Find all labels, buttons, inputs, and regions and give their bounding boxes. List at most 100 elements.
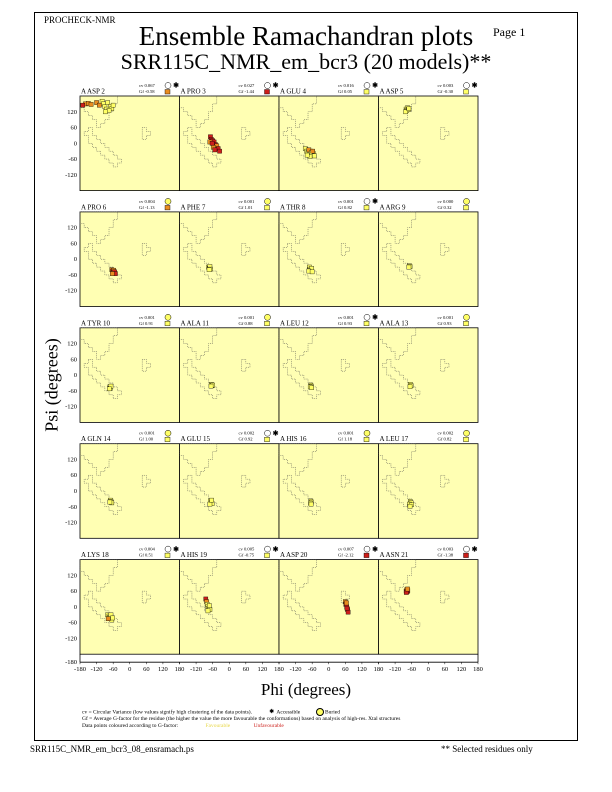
gf-colour-swatch (463, 552, 469, 558)
gf-value: Gf 1.01 (239, 205, 254, 210)
x-tick-label: 0 (128, 666, 131, 673)
allowed-region-outline (382, 243, 421, 284)
x-tick-label: 60 (243, 666, 250, 673)
residue-label: A LYS 18 (81, 551, 109, 559)
cv-circle-icon (264, 198, 271, 205)
data-point (208, 383, 214, 389)
accessible-icon: ✱ (273, 545, 279, 553)
cv-value: cv 0.001 (139, 431, 156, 436)
data-point (407, 503, 413, 509)
allowed-region-outline (382, 359, 421, 399)
legend-colours-text: Data points coloured according to G-fact… (82, 723, 179, 729)
accessible-icon: ✱ (372, 545, 378, 553)
allowed-region-outline (278, 95, 317, 128)
cv-value: cv 0.001 (239, 199, 256, 204)
cv-circle-icon (463, 198, 470, 205)
allowed-region-outline (179, 95, 218, 128)
residue-label: A HIS 16 (280, 435, 307, 443)
allowed-region-outline (183, 243, 222, 284)
page-subtitle: SRR115C_NMR_em_bcr3 (20 models)** (120, 49, 492, 74)
data-point (94, 100, 99, 105)
x-tick-label: -120 (190, 666, 202, 673)
x-tick-label: -60 (208, 666, 217, 673)
panel-background (378, 327, 479, 423)
data-point (212, 147, 218, 153)
panel-background (278, 95, 379, 191)
x-tick-label: 60 (143, 666, 150, 673)
cv-value: cv 0.001 (139, 315, 156, 320)
panel-background (278, 559, 379, 655)
data-point (344, 600, 349, 606)
cv-value: cv 0.016 (338, 83, 355, 88)
y-tick-label: -120 (65, 288, 77, 295)
data-point (105, 100, 110, 105)
legend-unfavourable: Unfavourable (253, 723, 284, 729)
cv-value: cv 0.001 (338, 199, 355, 204)
data-point (97, 102, 102, 108)
residue-label: A ALA 11 (181, 319, 210, 327)
cv-circle-icon (363, 82, 371, 89)
footer-filename: SRR115C_NMR_em_bcr3_08_ensramach.ps (30, 744, 194, 754)
y-tick-label: -60 (68, 504, 77, 511)
gf-colour-swatch (463, 89, 469, 95)
residue-label: A LEU 12 (280, 319, 309, 327)
allowed-region-outline (183, 590, 222, 631)
gf-colour-swatch (264, 552, 270, 558)
x-tick-label: 180 (274, 666, 284, 673)
residue-label: A TYR 10 (81, 319, 111, 327)
gf-colour-swatch (363, 89, 370, 95)
y-tick-label: -60 (68, 272, 77, 279)
data-point (107, 386, 112, 392)
cv-circle-icon (164, 314, 172, 321)
data-point (103, 109, 108, 115)
gf-colour-swatch (164, 552, 171, 558)
y-tick-label: -60 (68, 388, 77, 395)
allowed-region-outline (83, 243, 122, 284)
accessible-icon: ✱ (173, 545, 179, 553)
gf-value: Gf -0.58 (139, 89, 155, 94)
y-tick-label: -120 (65, 520, 77, 527)
footer-note: ** Selected residues only (441, 744, 533, 754)
gf-colour-swatch (363, 552, 370, 558)
allowed-region-outline (183, 359, 222, 399)
y-tick-label: 120 (67, 572, 77, 579)
data-point (110, 615, 115, 621)
allowed-region-outline (278, 443, 317, 476)
data-point (110, 102, 116, 108)
residue-label: A THR 8 (280, 203, 306, 211)
x-tick-label: 120 (258, 666, 268, 673)
accessible-icon: ✱ (472, 545, 478, 553)
panel-background (179, 211, 280, 307)
allowed-region-outline (183, 475, 222, 515)
y-tick-label: -60 (68, 156, 77, 163)
residue-label: A GLU 4 (280, 88, 307, 96)
gf-value: Gf 0.93 (338, 321, 353, 326)
x-axis-label: Phi (degrees) (260, 680, 352, 699)
y-tick-label: -120 (65, 635, 77, 642)
residue-label: A PRO 3 (181, 88, 207, 96)
data-point (209, 141, 215, 146)
gf-value: Gf 0.05 (338, 89, 353, 94)
legend-cv: cv = Circular Variance (low values signi… (82, 708, 340, 716)
data-point (406, 106, 412, 111)
gf-value: Gf 1.18 (338, 437, 353, 442)
y-tick-label: 0 (74, 604, 77, 611)
panel-background (378, 95, 479, 191)
allowed-region-outline (378, 443, 417, 476)
legend-cv-text: cv = Circular Variance (low values signi… (82, 709, 252, 716)
panel-background (278, 211, 379, 307)
y-tick-label: 60 (71, 588, 78, 595)
y-tick-label: -180 (65, 659, 77, 666)
x-tick-label: 60 (442, 666, 449, 673)
gf-value: Gf 0.88 (239, 321, 254, 326)
gf-value: Gf -1.13 (139, 205, 155, 210)
residue-label: A GLN 14 (81, 435, 111, 443)
allowed-region-outline (282, 475, 321, 515)
cv-value: cv 0.005 (239, 547, 256, 552)
legend-favourable: Favourable (205, 723, 231, 729)
cv-circle-icon (363, 429, 371, 437)
